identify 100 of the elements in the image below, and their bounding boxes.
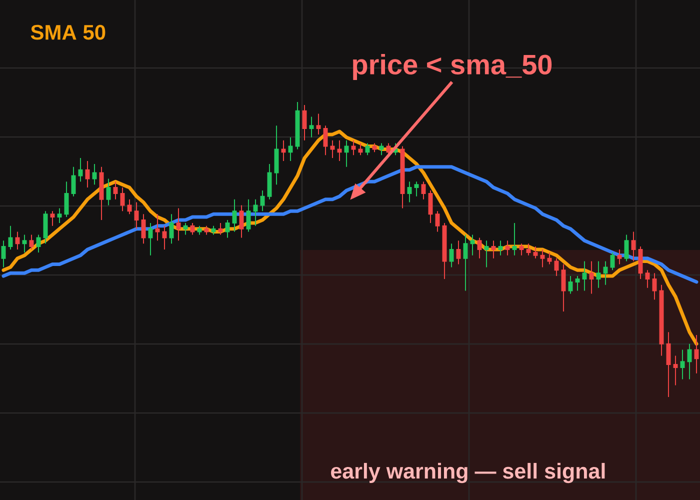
candlestick	[15, 231, 20, 250]
candlestick	[169, 214, 174, 244]
candlestick	[36, 234, 41, 253]
candlestick	[323, 125, 328, 156]
candlestick	[589, 260, 594, 294]
candlestick	[183, 222, 188, 236]
candlestick	[337, 140, 342, 162]
candlestick	[491, 240, 496, 259]
candlestick	[162, 225, 167, 250]
candlestick	[512, 222, 517, 256]
candlestick	[211, 225, 216, 236]
candlestick	[456, 240, 461, 265]
candlestick	[99, 166, 104, 220]
candlestick	[575, 276, 580, 292]
text: early warning — sell signal	[331, 462, 605, 484]
candlestick	[596, 260, 601, 288]
candlestick	[29, 234, 34, 250]
candlestick	[120, 187, 125, 212]
candlestick	[449, 243, 454, 268]
candlestick	[687, 343, 692, 380]
candlestick	[610, 252, 615, 271]
candlestick	[148, 222, 153, 256]
candlestick	[330, 140, 335, 159]
candlestick	[155, 214, 160, 242]
candlestick	[484, 240, 489, 268]
candlestick	[463, 234, 468, 292]
candlestick	[603, 260, 608, 286]
candlestick	[365, 142, 370, 156]
candlestick	[624, 234, 629, 262]
candlestick	[435, 210, 440, 232]
candlestick	[379, 142, 384, 156]
candlestick	[22, 234, 27, 253]
candlestick	[267, 163, 272, 200]
candlestick	[288, 136, 293, 162]
candlestick	[477, 237, 482, 259]
candlestick	[57, 208, 62, 224]
candlestick	[232, 198, 237, 232]
candlestick	[568, 276, 573, 294]
candlestick	[85, 160, 90, 188]
candlestick	[659, 284, 664, 356]
candlestick	[673, 355, 678, 386]
candlestick	[533, 246, 538, 259]
candlestick	[442, 222, 447, 280]
candlestick	[141, 214, 146, 244]
candlestick	[617, 248, 622, 265]
candlestick	[197, 225, 202, 236]
candlestick	[666, 332, 671, 398]
candlestick	[358, 142, 363, 156]
candlestick	[218, 222, 223, 236]
candlestick	[8, 225, 13, 250]
candlestick	[309, 116, 314, 138]
candlestick	[400, 146, 405, 209]
candlestick	[470, 234, 475, 256]
candlestick	[92, 163, 97, 186]
candlestick	[295, 101, 300, 150]
candlestick	[652, 272, 657, 300]
candlestick	[316, 113, 321, 135]
candlestick	[638, 246, 643, 280]
candlestick	[281, 140, 286, 162]
candlestick	[372, 142, 377, 153]
candlestick	[547, 252, 552, 265]
candlestick	[127, 198, 132, 215]
candlestick	[519, 243, 524, 256]
candlestick	[253, 198, 258, 226]
candlestick	[43, 210, 48, 244]
candlestick	[526, 243, 531, 256]
candlestick	[64, 181, 69, 218]
candlestick	[78, 158, 83, 182]
candlestick	[246, 198, 251, 232]
candlestick	[505, 240, 510, 256]
candlestick	[694, 334, 699, 374]
candlestick	[50, 210, 55, 226]
candlestick	[260, 190, 265, 212]
candlestick	[302, 104, 307, 141]
candlestick	[582, 260, 587, 292]
text: SMA 50	[30, 24, 106, 40]
candlestick	[190, 222, 195, 236]
candlestick	[71, 166, 76, 197]
candlestick	[540, 248, 545, 268]
candlestick	[106, 178, 111, 206]
candlestick	[421, 181, 426, 200]
text: price < sma_50	[353, 54, 552, 80]
candlestick	[498, 240, 503, 256]
candlestick	[407, 181, 412, 203]
candlestick	[344, 140, 349, 168]
candlestick	[239, 204, 244, 238]
candlestick	[414, 181, 419, 197]
candlestick	[680, 349, 685, 380]
candlestick	[645, 270, 650, 288]
candlestick	[204, 225, 209, 236]
candlestick	[386, 142, 391, 156]
candlestick	[274, 125, 279, 186]
candlestick	[225, 219, 230, 238]
candlestick	[134, 202, 139, 230]
candlestick	[113, 181, 118, 200]
candlestick	[554, 258, 559, 277]
candlestick	[351, 140, 356, 156]
candlestick	[176, 208, 181, 242]
candlestick	[428, 190, 433, 224]
candlestick	[1, 240, 6, 268]
